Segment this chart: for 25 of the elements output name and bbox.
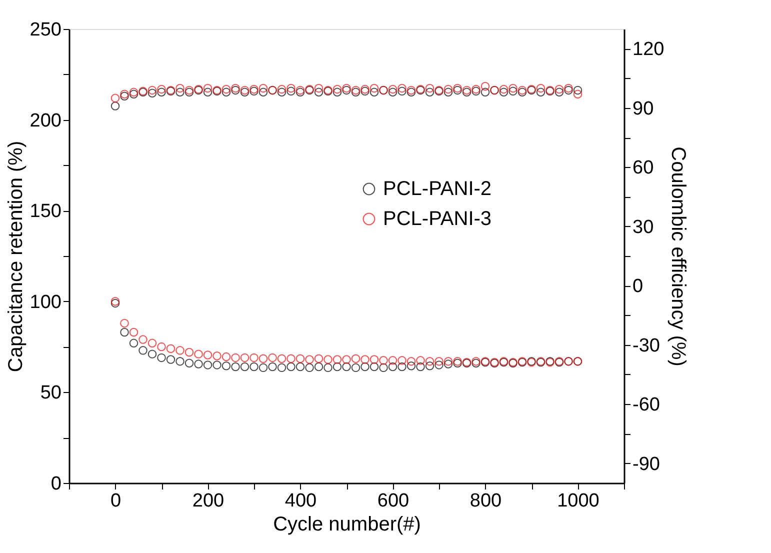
x-axis-title: Cycle number(#)	[273, 514, 421, 536]
y-tick-label: 0	[50, 474, 62, 494]
y2-tick-label: -30	[632, 335, 660, 356]
y-tick-label: 100	[30, 292, 62, 313]
x-tick-label: 0	[110, 490, 122, 512]
x-tick-label: 800	[470, 490, 502, 512]
y2-tick-label: 30	[632, 216, 654, 238]
y2-axis-title: Coulombic efficiency (%)	[667, 146, 690, 366]
y-tick-label: 150	[30, 201, 62, 222]
legend-label: PCL-PANI-3	[383, 208, 492, 230]
y2-tick-label: -60	[632, 394, 660, 416]
y2-tick-label: -90	[632, 454, 660, 475]
x-tick-label: 200	[192, 490, 224, 512]
y2-tick-label: 60	[632, 158, 654, 179]
y2-tick-label: 120	[632, 39, 664, 60]
y-tick-label: 250	[30, 20, 62, 40]
legend-label: PCL-PANI-2	[383, 178, 492, 200]
x-tick-label: 1000	[557, 490, 600, 512]
x-tick-label: 400	[284, 490, 317, 512]
y-tick-label: 50	[40, 382, 62, 404]
y-tick-label: 200	[30, 110, 62, 132]
y2-tick-label: 90	[632, 98, 654, 120]
x-tick-label: 600	[377, 490, 410, 512]
y2-tick-label: 0	[632, 276, 644, 298]
y-axis-title: Capacitance retention (%)	[4, 140, 27, 372]
